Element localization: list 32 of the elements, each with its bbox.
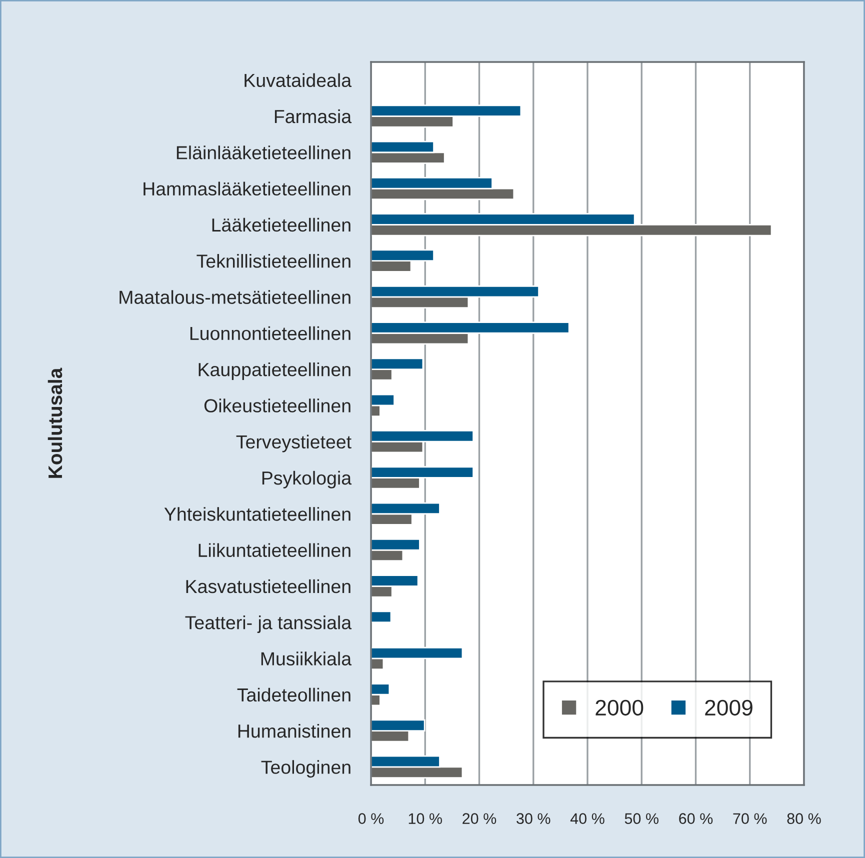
y-tick-label: Kuvataideala [244,73,352,88]
y-tick-label: Liikuntatieteellinen [198,543,350,558]
y-tick-label: Oikeustieteellinen [204,398,350,412]
y-tick-label: Taideteollinen [237,688,350,702]
y-tick-label: Maatalous-metsätieteellinen [120,290,350,304]
y-tick-label: Kauppatieteellinen [198,362,350,380]
y-tick-label: Luonnontieteellinen [190,326,350,340]
y-tick-label: Yhteiskuntatieteellinen [164,507,350,521]
legend-label: 2009 [705,700,752,716]
x-tick-label: 60 % [679,813,713,824]
x-tick-label: 80 % [787,813,821,824]
y-tick-label: Teknillistieteellinen [196,254,350,268]
y-tick-label: Hammaslääketieteellinen [144,182,350,196]
x-tick-label: 70 % [733,813,767,824]
legend-label: 2000 [596,700,644,716]
y-tick-label: Humanistinen [238,724,350,738]
x-tick-label: 0 % [358,813,384,824]
x-tick-label: 40 % [570,813,604,824]
y-tick-label: Terveystieteet [236,434,352,452]
y-tick-label: Psykologia [262,470,352,488]
y-tick-label: Farmasia [274,109,352,124]
y-tick-label: Eläinlääketieteellinen [176,146,350,160]
x-tick-label: 30 % [516,813,550,824]
y-axis-title: Koulutusala [48,368,62,478]
y-tick-label: Lääketieteellinen [212,218,350,232]
y-tick-label: Teatteri- ja tanssiala [185,616,352,634]
y-tick-label: Musiikkiala [261,652,352,666]
x-tick-label: 20 % [462,813,496,824]
x-tick-label: 50 % [624,813,658,824]
x-tick-label: 10 % [408,813,442,824]
y-tick-label: Teologinen [261,760,350,778]
y-tick-label: Kasvatustieteellinen [186,579,350,594]
